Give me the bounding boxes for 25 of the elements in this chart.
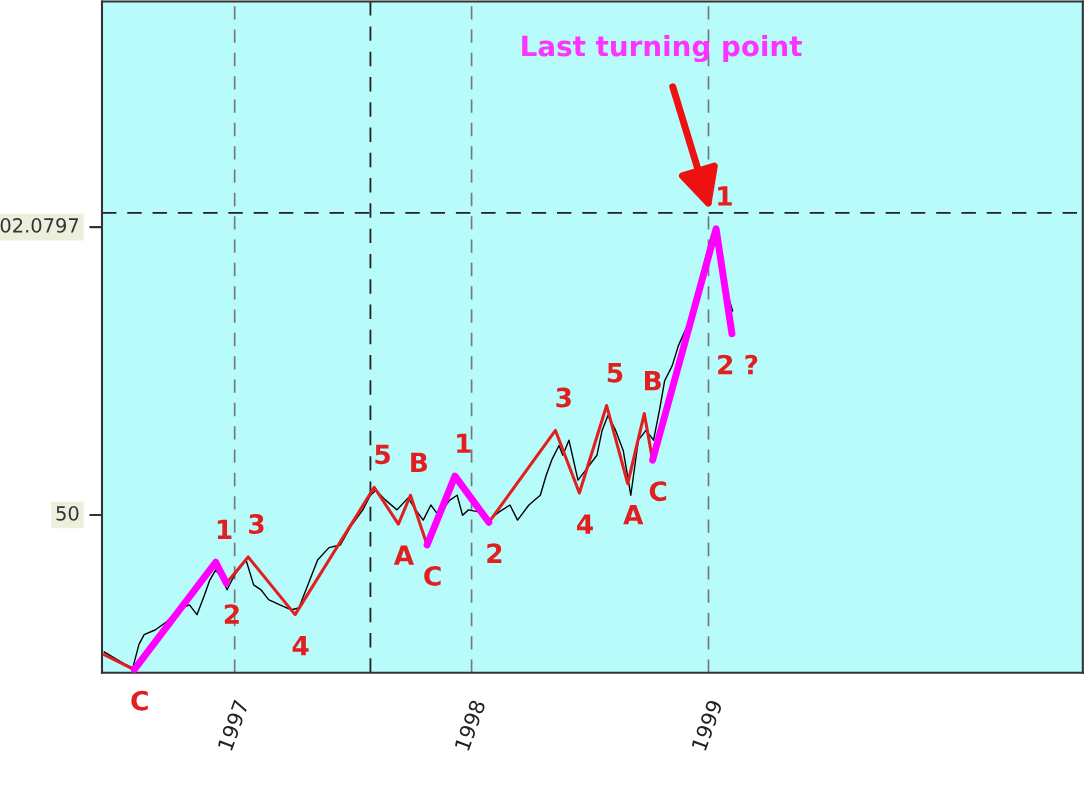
annotation: C	[131, 690, 148, 711]
x-tick-label: 1997	[217, 699, 249, 751]
annotation: 2	[224, 604, 239, 624]
annotation: 5	[607, 363, 623, 383]
annotation: 3	[556, 387, 571, 408]
x-tick-label: 1999	[691, 699, 723, 751]
annotation: A	[623, 505, 644, 525]
annotation: 3	[249, 514, 264, 535]
annotation: C	[424, 565, 441, 586]
text: 02.0797	[0, 218, 79, 233]
annotation: 4	[576, 514, 593, 534]
chart-title: Last turning point	[522, 35, 802, 63]
annotation: C	[649, 481, 667, 502]
annotation: A	[393, 545, 415, 565]
annotation: 5	[375, 444, 390, 465]
annotation: 1	[718, 186, 732, 206]
x-tick-label: 1998	[454, 699, 486, 751]
annotation: 1	[217, 519, 232, 539]
text: 50	[56, 506, 79, 521]
annotation: 1	[457, 433, 471, 453]
annotation: 4	[292, 636, 309, 656]
annotation: 2 ?	[718, 354, 758, 375]
annotation: B	[411, 452, 427, 472]
annotation: 2	[487, 543, 502, 563]
annotation: B	[645, 371, 661, 391]
